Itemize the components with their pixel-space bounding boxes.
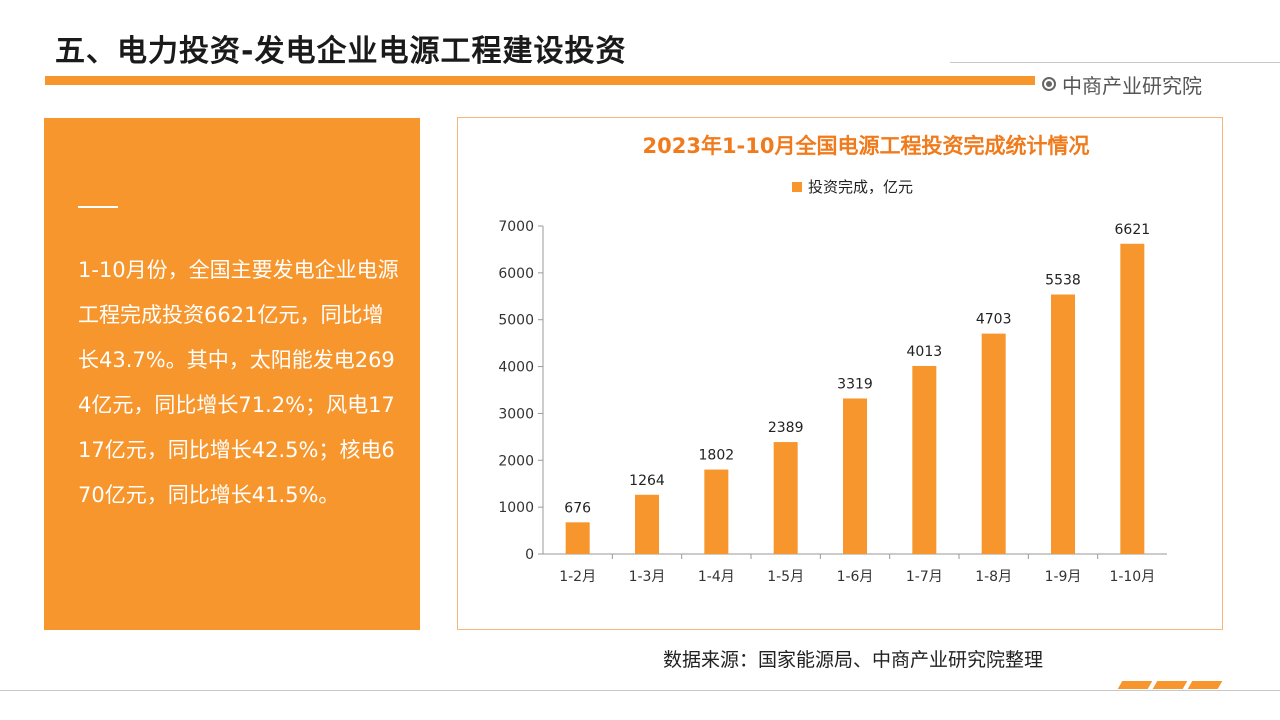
bar-chart: 2023年1-10月全国电源工程投资完成统计情况 投资完成，亿元 0 1000 20…: [498, 134, 1167, 585]
brand: 中商产业研究院: [1042, 71, 1202, 98]
x-tick-label: 1-6月: [837, 569, 874, 585]
data-label: 2389: [768, 420, 804, 436]
y-tick-label: 2000: [498, 453, 534, 469]
data-label: 676: [564, 500, 591, 516]
data-label: 3319: [837, 376, 873, 392]
y-tick-label: 0: [525, 547, 534, 563]
y-tick-label: 7000: [498, 219, 534, 235]
summary-rule: [78, 206, 118, 208]
y-tick-label: 5000: [498, 313, 534, 329]
footer-accent: [1187, 681, 1223, 689]
x-tick-label: 1-7月: [906, 569, 943, 585]
data-label: 4013: [907, 344, 943, 360]
legend-label: 投资完成，亿元: [808, 178, 913, 196]
chart-bars: 676 1264 1802 2389 3319 4013 4703 5538 6621: [564, 222, 1150, 554]
chart-frame: 2023年1-10月全国电源工程投资完成统计情况 投资完成，亿元 0 1000 20…: [457, 117, 1223, 630]
chart-title: 2023年1-10月全国电源工程投资完成统计情况: [643, 134, 1090, 158]
brand-name: 中商产业研究院: [1062, 73, 1202, 98]
y-tick-label: 6000: [498, 266, 534, 282]
brand-logo-icon: [1042, 77, 1056, 91]
bar: [635, 494, 659, 554]
bar: [565, 522, 590, 554]
y-tick-label: 4000: [498, 360, 534, 376]
bar: [773, 442, 798, 554]
page-title: 五、电力投资-发电企业电源工程建设投资: [55, 34, 627, 69]
chart-axes: 0 1000 2000 3000 4000 5000 6000 7000 1-2月 1-3月 1-4…: [498, 219, 1167, 585]
x-tick-label: 1-8月: [975, 569, 1012, 585]
data-label: 4703: [976, 312, 1012, 328]
footer-accent: [1117, 681, 1153, 689]
bar: [843, 398, 867, 554]
bar: [912, 365, 937, 554]
data-label: 5538: [1045, 273, 1081, 289]
footer-divider: [0, 690, 1280, 691]
title-accent-bar: [45, 76, 1035, 85]
x-tick-label: 1-9月: [1045, 569, 1082, 585]
bar: [704, 469, 729, 554]
x-tick-label: 1-10月: [1109, 569, 1155, 585]
y-tick-label: 1000: [498, 500, 534, 516]
x-tick-label: 1-3月: [629, 569, 666, 585]
footer-accent: [1152, 681, 1188, 689]
legend-swatch: [792, 182, 802, 192]
x-tick-label: 1-5月: [767, 569, 804, 585]
x-tick-label: 1-4月: [698, 569, 735, 585]
data-label: 6621: [1115, 222, 1151, 238]
bar: [981, 333, 1006, 554]
data-label: 1264: [629, 473, 665, 489]
summary-text: 1-10月份，全国主要发电企业电源工程完成投资6621亿元，同比增长43.7%。…: [78, 258, 399, 507]
summary-panel: 1-10月份，全国主要发电企业电源工程完成投资6621亿元，同比增长43.7%。…: [44, 118, 420, 630]
x-tick-label: 1-2月: [559, 569, 596, 585]
bar: [1051, 294, 1075, 554]
bar: [1120, 243, 1145, 554]
source-note: 数据来源：国家能源局、中商产业研究院整理: [663, 649, 1044, 671]
y-tick-label: 3000: [498, 406, 534, 422]
header-divider: [950, 62, 1280, 63]
data-label: 1802: [699, 448, 735, 464]
